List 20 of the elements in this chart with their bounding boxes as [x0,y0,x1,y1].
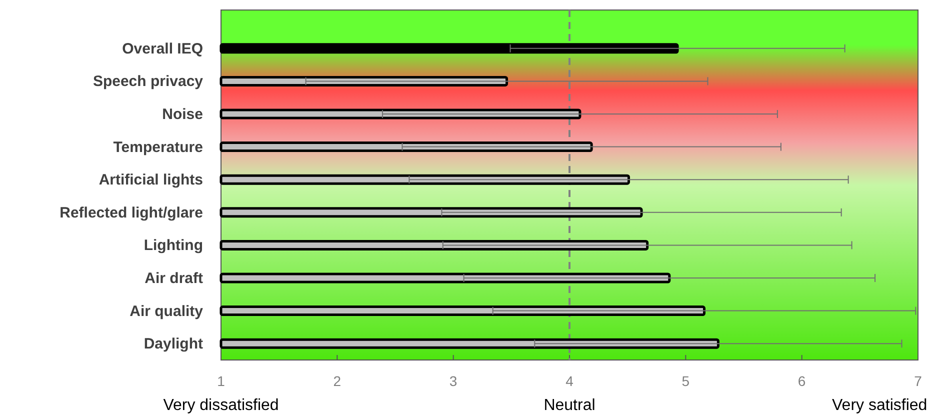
x-tick-label: 7 [914,373,922,389]
y-tick-label: Daylight [144,336,203,353]
y-tick-label: Noise [162,106,203,123]
x-tick-label: 5 [682,373,690,389]
x-tick-label: 3 [449,373,458,389]
y-tick-label: Air quality [130,302,204,320]
text: Very dissatisfied [163,397,279,414]
text: Neutral [544,397,596,414]
y-tick-label: Temperature [113,138,203,156]
x-tick-label: 6 [798,373,806,389]
text: Very satisfied [832,397,928,414]
y-tick-label: Artificial lights [98,172,203,189]
y-tick-label: Overall IEQ [122,40,204,58]
x-tick-label: 1 [217,373,226,389]
x-tick-label: 4 [566,373,574,389]
x-tick-label: 2 [333,373,342,389]
y-tick-label: Air draft [144,270,203,287]
y-tick-label: Reflected light/glare [60,204,203,222]
y-tick-label: Speech privacy [92,73,204,90]
y-tick-label: Lighting [144,237,203,254]
